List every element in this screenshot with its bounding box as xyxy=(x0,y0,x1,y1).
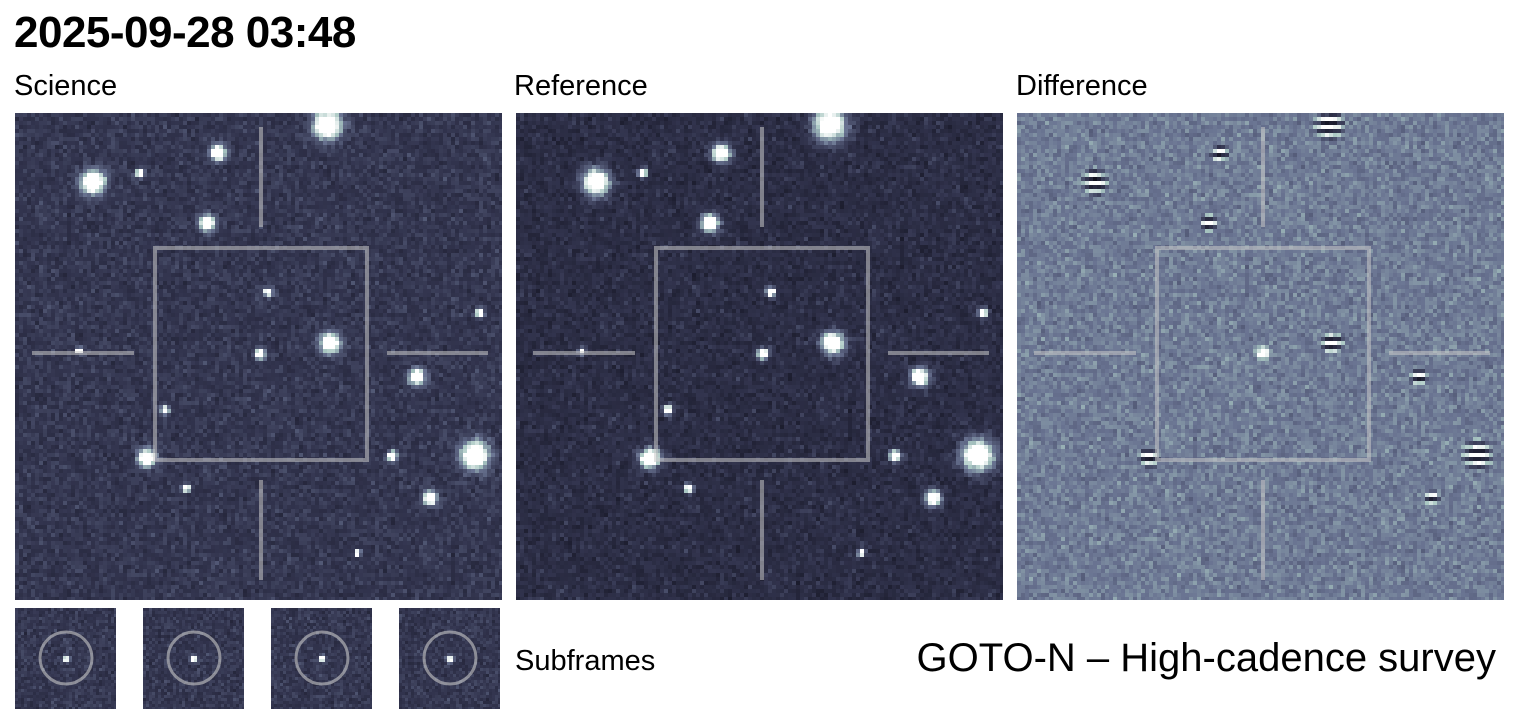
science-image xyxy=(15,113,502,600)
subframes-label: Subframes xyxy=(515,645,656,677)
difference-label: Difference xyxy=(1016,70,1148,102)
observation-timestamp: 2025-09-28 03:48 xyxy=(14,8,356,57)
reference-image xyxy=(516,113,1003,600)
subframe-3 xyxy=(271,608,372,709)
subframe-1 xyxy=(15,608,116,709)
difference-image xyxy=(1017,113,1504,600)
survey-name: GOTO-N – High-cadence survey xyxy=(916,636,1496,680)
reference-label: Reference xyxy=(514,70,648,102)
subframe-2 xyxy=(143,608,244,709)
subframe-4 xyxy=(399,608,500,709)
science-label: Science xyxy=(14,70,118,102)
